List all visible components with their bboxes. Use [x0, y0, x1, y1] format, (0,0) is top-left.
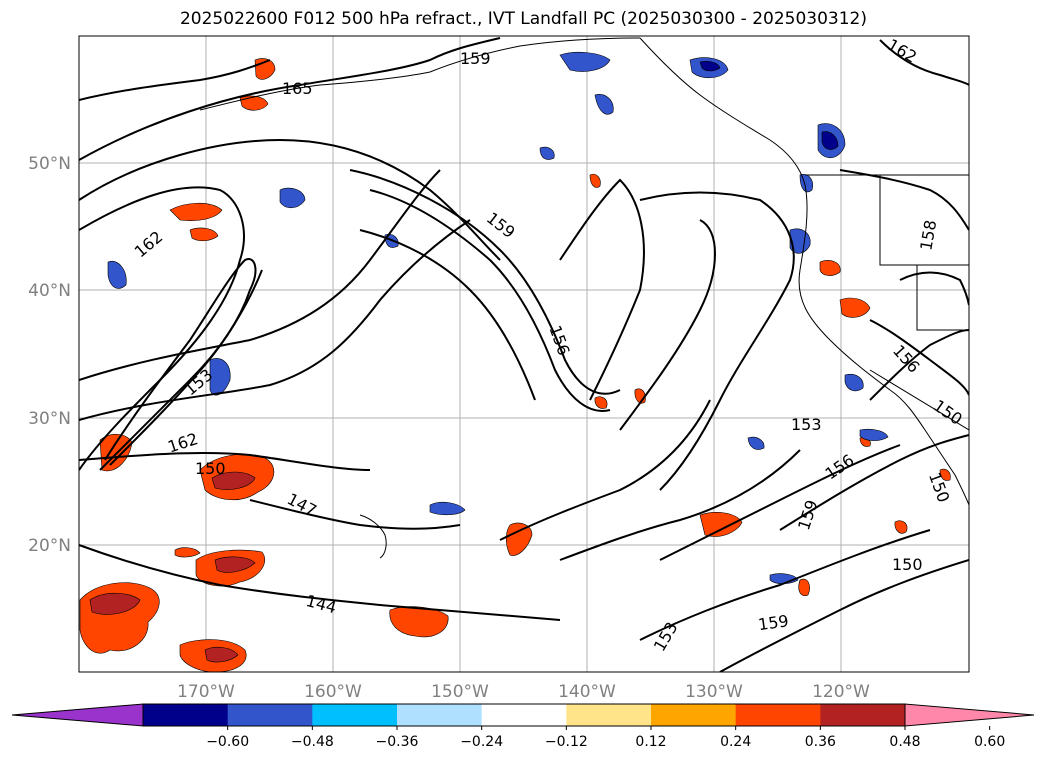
refractivity-contours [79, 37, 969, 672]
lon-label: 140°W [558, 682, 616, 702]
longitude-labels: 170°W 160°W 150°W 140°W 130°W 120°W [177, 682, 870, 702]
contour-label: 165 [282, 79, 313, 98]
colorbar-segment [227, 704, 313, 726]
colorbar-tick-label: 0.12 [635, 734, 666, 750]
colorbar-segment [481, 704, 567, 726]
lat-label: 40°N [28, 281, 71, 301]
latitude-labels: 50°N 40°N 30°N 20°N [28, 154, 71, 556]
colorbar-segment [397, 704, 483, 726]
lat-label: 30°N [28, 409, 71, 429]
colorbar-extend-right [904, 703, 1035, 727]
colorbar-tick-label: 0.36 [805, 734, 836, 750]
colorbar-tick-label: −0.24 [460, 734, 503, 750]
lat-label: 20°N [28, 536, 71, 556]
colorbar-segments [11, 703, 1035, 727]
contour-label: 150 [892, 555, 923, 574]
colorbar-tick-label: −0.12 [545, 734, 588, 750]
contour-label: 159 [460, 49, 491, 68]
colorbar-tick-label: 0.24 [720, 734, 751, 750]
colorbar-tick-label: 0.48 [889, 734, 920, 750]
lat-label: 50°N [28, 154, 71, 174]
colorbar: −0.60 −0.48 −0.36 −0.24 −0.12 0.12 0.24 0.36 0.4… [11, 703, 1035, 750]
coastlines [199, 37, 969, 559]
lon-label: 130°W [685, 682, 743, 702]
colorbar-tick-label: −0.48 [291, 734, 334, 750]
lon-label: 160°W [304, 682, 362, 702]
map-title: 2025022600 F012 500 hPa refract., IVT La… [179, 9, 867, 29]
contour-label: 159 [757, 611, 790, 634]
colorbar-tick-label: 0.60 [974, 734, 1005, 750]
contour-label: 153 [791, 415, 822, 434]
refractivity-patches [79, 51, 951, 672]
colorbar-segment [566, 704, 652, 726]
lon-label: 120°W [812, 682, 870, 702]
colorbar-segment [312, 704, 398, 726]
contour-label: 150 [195, 459, 226, 478]
colorbar-ticks: −0.60 −0.48 −0.36 −0.24 −0.12 0.12 0.24 0.36 0.4… [206, 726, 1005, 750]
colorbar-tick-label: −0.60 [206, 734, 249, 750]
lon-label: 170°W [177, 682, 235, 702]
colorbar-extend-left [11, 703, 144, 727]
colorbar-segment [651, 704, 737, 726]
plot-frame [78, 35, 970, 673]
colorbar-segment [820, 704, 906, 726]
lon-label: 150°W [431, 682, 489, 702]
colorbar-segment [735, 704, 821, 726]
colorbar-frame [142, 703, 906, 727]
colorbar-tick-label: −0.36 [376, 734, 419, 750]
colorbar-segment [143, 704, 229, 726]
